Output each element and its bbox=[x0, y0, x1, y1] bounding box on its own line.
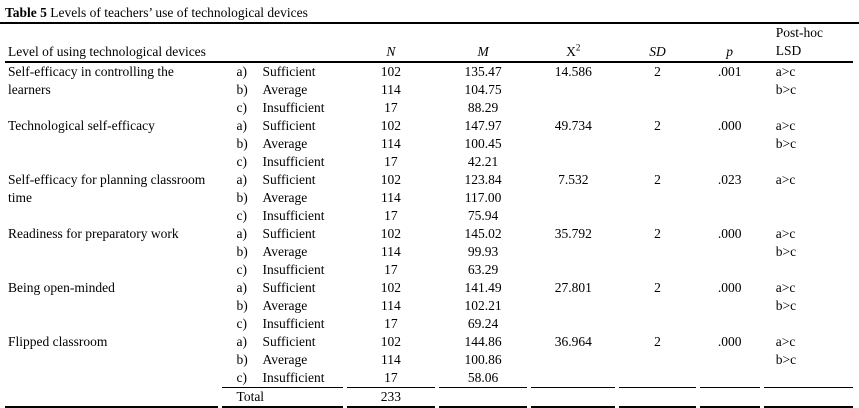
n-cell: 102 114 17 bbox=[380, 226, 402, 277]
posthoc-cell: a>c b>c bbox=[775, 334, 797, 367]
table-row: Technological self-efficacy a) Sufficient… bbox=[5, 117, 853, 171]
subcategory-cell: a) Sufficient b) Average c) Insufficient bbox=[236, 172, 325, 223]
results-table: Level of using technological devices N M… bbox=[1, 24, 857, 408]
col-header-p: p bbox=[726, 44, 734, 59]
total-label-cell: Total bbox=[221, 387, 343, 408]
total-empty-cell bbox=[5, 387, 218, 408]
category-cell: Self-efficacy for planning classroom tim… bbox=[8, 172, 206, 205]
sd-cell: 2 bbox=[654, 280, 661, 295]
p-cell: .000 bbox=[717, 118, 742, 133]
m-cell: 141.49 102.21 69.24 bbox=[464, 280, 502, 331]
p-cell: .023 bbox=[717, 172, 742, 187]
category-cell: Technological self-efficacy bbox=[8, 118, 155, 133]
subcategory-cell: a) Sufficient b) Average c) Insufficient bbox=[236, 118, 325, 169]
category-cell: Being open-minded bbox=[8, 280, 115, 295]
table-row: Being open-minded a) Sufficient b) Average… bbox=[5, 279, 853, 333]
table-caption-text: Levels of teachers’ use of technological… bbox=[46, 5, 308, 20]
subcategory-cell: a) Sufficient b) Average c) Insufficient bbox=[236, 280, 325, 331]
p-cell: .001 bbox=[717, 64, 742, 79]
posthoc-cell: a>c b>c bbox=[775, 118, 797, 151]
x2-cell: 36.964 bbox=[554, 334, 592, 349]
m-cell: 135.47 104.75 88.29 bbox=[464, 64, 502, 115]
m-cell: 147.97 100.45 42.21 bbox=[464, 118, 502, 169]
posthoc-cell: a>c b>c bbox=[775, 64, 797, 97]
sd-cell: 2 bbox=[654, 118, 661, 133]
col-header-n: N bbox=[386, 44, 396, 59]
n-cell: 102 114 17 bbox=[380, 280, 402, 331]
x2-cell: 14.586 bbox=[554, 64, 592, 79]
m-cell: 144.86 100.86 58.06 bbox=[464, 334, 502, 385]
posthoc-cell: a>c bbox=[775, 172, 796, 187]
table-row: Readiness for preparatory work a) Suffici… bbox=[5, 225, 853, 279]
sd-cell: 2 bbox=[654, 334, 661, 349]
n-cell: 102 114 17 bbox=[380, 172, 402, 223]
col-header-sd: SD bbox=[649, 44, 666, 59]
table-caption: Table 5 Levels of teachers’ use of techn… bbox=[0, 0, 859, 24]
category-cell: Self-efficacy in controlling the learner… bbox=[8, 64, 174, 97]
sd-cell: 2 bbox=[654, 226, 661, 241]
p-cell: .000 bbox=[717, 334, 742, 349]
col-header-x2: X2 bbox=[566, 42, 581, 59]
m-cell: 145.02 99.93 63.29 bbox=[464, 226, 502, 277]
n-cell: 102 114 17 bbox=[380, 64, 402, 115]
table-row: Flipped classroom a) Sufficient b) Average… bbox=[5, 333, 853, 387]
x2-cell: 7.532 bbox=[558, 172, 589, 187]
col-header-level: Level of using technological devices bbox=[8, 44, 206, 59]
sd-cell: 2 bbox=[654, 172, 661, 187]
table-row: Self-efficacy for planning classroom tim… bbox=[5, 171, 853, 225]
sd-cell: 2 bbox=[654, 64, 661, 79]
subcategory-cell: a) Sufficient b) Average c) Insufficient bbox=[236, 64, 325, 115]
x2-cell: 35.792 bbox=[554, 226, 592, 241]
x2-cell: 49.734 bbox=[554, 118, 592, 133]
subcategory-cell: a) Sufficient b) Average c) Insufficient bbox=[236, 226, 325, 277]
col-header-posthoc: Post-hoc LSD bbox=[775, 25, 823, 58]
header-rule bbox=[5, 61, 853, 63]
table-row: Self-efficacy in controlling the learner… bbox=[5, 63, 853, 117]
posthoc-cell: a>c b>c bbox=[775, 280, 797, 313]
m-cell: 123.84 117.00 75.94 bbox=[464, 172, 502, 223]
table-caption-number: Table 5 bbox=[5, 5, 47, 20]
category-cell: Readiness for preparatory work bbox=[8, 226, 179, 241]
n-cell: 102 114 17 bbox=[380, 334, 402, 385]
x2-cell: 27.801 bbox=[554, 280, 592, 295]
n-cell: 102 114 17 bbox=[380, 118, 402, 169]
p-cell: .000 bbox=[717, 226, 742, 241]
category-cell: Flipped classroom bbox=[8, 334, 108, 349]
total-n-cell: 233 bbox=[346, 387, 435, 408]
p-cell: .000 bbox=[717, 280, 742, 295]
subcategory-cell: a) Sufficient b) Average c) Insufficient bbox=[236, 334, 325, 385]
col-header-m: M bbox=[477, 44, 489, 59]
total-row: Total 233 bbox=[5, 387, 853, 408]
posthoc-cell: a>c b>c bbox=[775, 226, 797, 259]
header-row: Level of using technological devices N M… bbox=[5, 24, 853, 61]
